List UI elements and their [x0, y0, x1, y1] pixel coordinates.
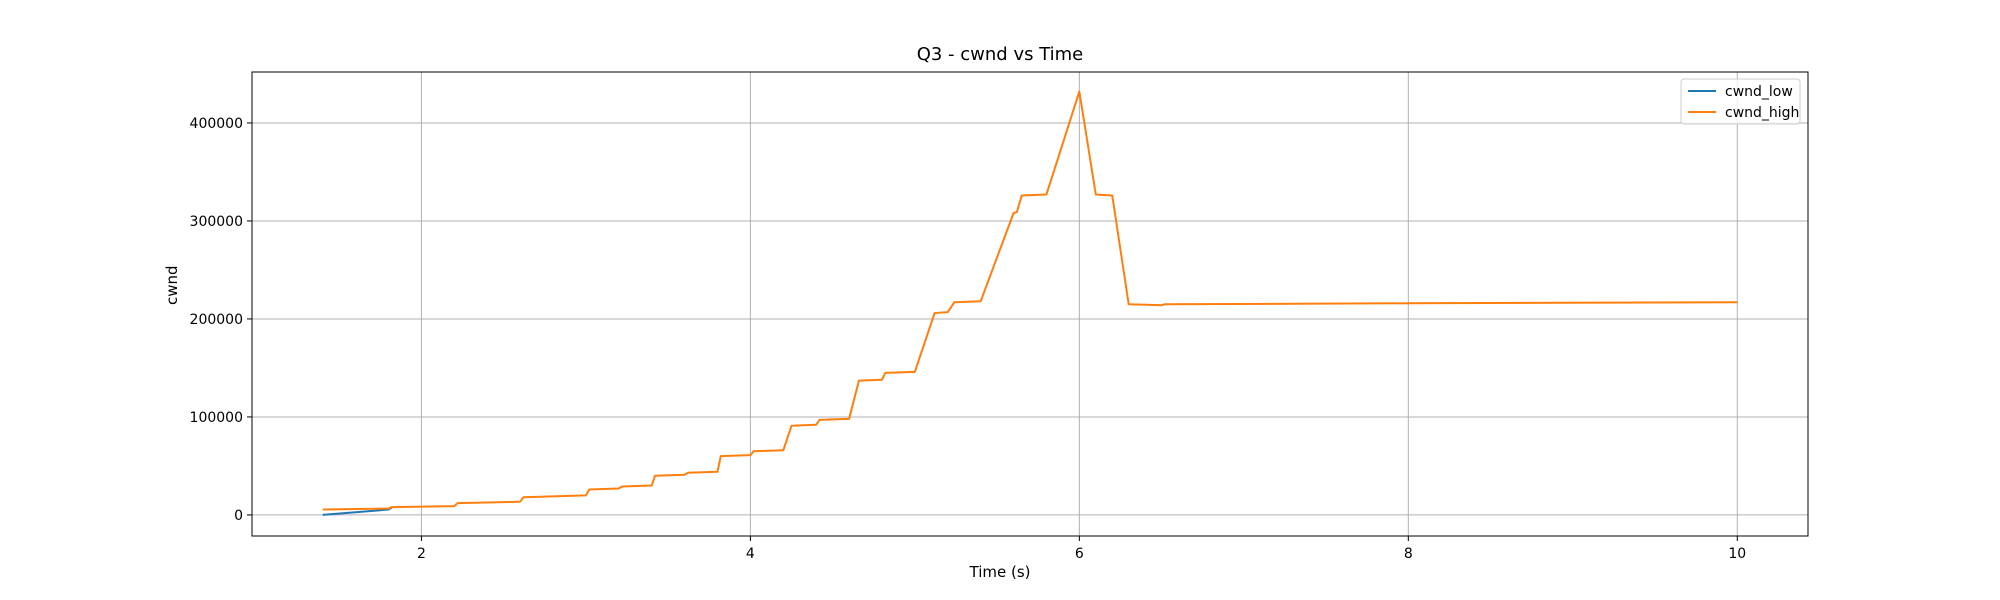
y-tick-label-4: 400000	[190, 116, 243, 132]
y-tick-label-3: 300000	[190, 214, 243, 230]
plot-frame	[251, 71, 1809, 537]
x-tick-label-1: 4	[746, 546, 755, 562]
y-tick-label-2: 200000	[190, 312, 243, 328]
series-line-cwnd_high	[322, 90, 1738, 511]
x-tick-label-4: 10	[1728, 546, 1746, 562]
legend-label-cwnd_high: cwnd_high	[1725, 105, 1799, 121]
x-tick-label-3: 8	[1404, 546, 1413, 562]
x-tick-label-0: 2	[417, 546, 426, 562]
x-tick-label-2: 6	[1075, 546, 1084, 562]
y-axis-label: cwnd	[163, 265, 181, 305]
chart-title: Q3 - cwnd vs Time	[916, 44, 1084, 65]
y-tick-label-0: 0	[234, 508, 243, 524]
y-tick-label-1: 100000	[190, 410, 243, 426]
x-axis-label: Time (s)	[969, 563, 1031, 581]
legend-label-cwnd_low: cwnd_low	[1725, 84, 1793, 100]
